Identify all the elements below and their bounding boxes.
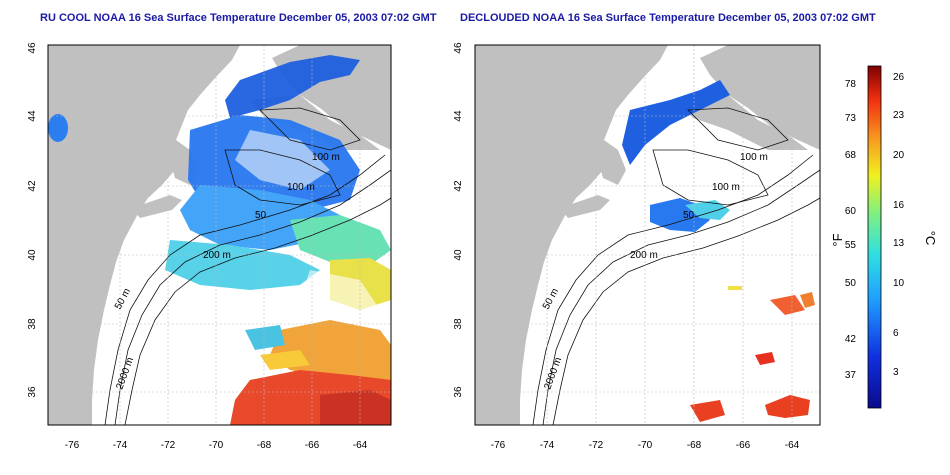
colorbar: 78 73 68 60 55 50 42 37 26 23 20 16 13 1…: [830, 65, 938, 409]
left-ytick: 38: [27, 318, 38, 330]
right-contour-label-200m: 200 m: [630, 250, 658, 261]
left-bathymetry-contours: [104, 107, 391, 425]
left-ytick: 46: [27, 42, 38, 54]
colorbar-f-tick: 37: [845, 370, 857, 381]
colorbar-c-tick: 20: [893, 150, 905, 161]
colorbar-f-tick: 60: [845, 206, 857, 217]
left-lake: [48, 114, 68, 142]
colorbar-fahrenheit-ticks: 78 73 68 60 55 50 42 37: [845, 79, 857, 381]
right-panel-title: DECLOUDED NOAA 16 Sea Surface Temperatur…: [460, 12, 876, 24]
right-land-nova-scotia: [700, 45, 820, 150]
colorbar-c-tick: 10: [893, 278, 905, 289]
right-ytick: 40: [453, 249, 464, 261]
colorbar-c-tick: 23: [893, 110, 905, 121]
left-xtick: -70: [209, 440, 224, 451]
colorbar-f-tick: 68: [845, 150, 857, 161]
left-ytick: 44: [27, 110, 38, 122]
right-ytick: 38: [453, 318, 464, 330]
right-ytick: 42: [453, 180, 464, 192]
right-grid: [475, 45, 820, 425]
left-x-axis: -76 -74 -72 -70 -68 -66 -64: [65, 440, 368, 451]
left-contour-label-100m-b: 100 m: [287, 182, 315, 193]
colorbar-c-tick: 3: [893, 367, 899, 378]
right-xtick: -74: [540, 440, 555, 451]
left-panel-title: RU COOL NOAA 16 Sea Surface Temperature …: [40, 12, 437, 24]
left-xtick: -66: [305, 440, 320, 451]
right-land-long-island: [560, 195, 610, 218]
left-xtick: -68: [257, 440, 272, 451]
left-map-panel: [48, 45, 391, 425]
left-y-axis: 46 44 42 40 38 36: [27, 42, 38, 398]
left-grid: [48, 45, 391, 425]
right-contour-label-100m-a: 100 m: [740, 152, 768, 163]
colorbar-c-tick: 13: [893, 238, 905, 249]
right-map-panel: [475, 45, 820, 425]
colorbar-gradient: [867, 65, 882, 409]
colorbar-celsius-ticks: 26 23 20 16 13 10 6 3: [893, 72, 905, 378]
left-xtick: -76: [65, 440, 80, 451]
right-ytick: 44: [453, 110, 464, 122]
left-ytick: 40: [27, 249, 38, 261]
right-xtick: -70: [638, 440, 653, 451]
colorbar-fahrenheit-label: °F: [830, 233, 845, 246]
left-ytick: 42: [27, 180, 38, 192]
colorbar-f-tick: 42: [845, 334, 857, 345]
right-xtick: -68: [687, 440, 702, 451]
left-ytick: 36: [27, 386, 38, 398]
right-ytick: 46: [453, 42, 464, 54]
right-contour-label-50: 50: [683, 210, 695, 221]
right-xtick: -64: [785, 440, 800, 451]
colorbar-f-tick: 55: [845, 240, 857, 251]
left-map-frame: [47, 44, 392, 426]
colorbar-f-tick: 73: [845, 113, 857, 124]
colorbar-c-tick: 26: [893, 72, 905, 83]
right-land-us-coast: [475, 45, 668, 425]
right-xtick: -66: [736, 440, 751, 451]
right-y-axis: 46 44 42 40 38 36: [453, 42, 464, 398]
left-xtick: -72: [161, 440, 176, 451]
right-contour-label-100m-b: 100 m: [712, 182, 740, 193]
colorbar-celsius-label: °C: [923, 231, 938, 246]
colorbar-f-tick: 78: [845, 79, 857, 90]
right-ytick: 36: [453, 386, 464, 398]
left-xtick: -74: [113, 440, 128, 451]
colorbar-f-tick: 50: [845, 278, 857, 289]
left-sst-field: [165, 55, 391, 425]
colorbar-c-tick: 16: [893, 200, 905, 211]
right-land-cape-cod: [598, 140, 626, 185]
colorbar-c-tick: 6: [893, 328, 899, 339]
left-xtick: -64: [353, 440, 368, 451]
right-xtick: -72: [589, 440, 604, 451]
right-sst-field: [622, 80, 815, 422]
left-land-us-coast: [48, 45, 240, 425]
right-xtick: -76: [491, 440, 506, 451]
right-x-axis: -76 -74 -72 -70 -68 -66 -64: [491, 440, 800, 451]
left-land-long-island: [132, 195, 182, 218]
left-contour-label-50: 50: [255, 210, 267, 221]
left-contour-label-200m: 200 m: [203, 250, 231, 261]
right-bathymetry-contours: [532, 107, 820, 425]
right-map-frame: [474, 44, 821, 426]
left-contour-label-100m-a: 100 m: [312, 152, 340, 163]
